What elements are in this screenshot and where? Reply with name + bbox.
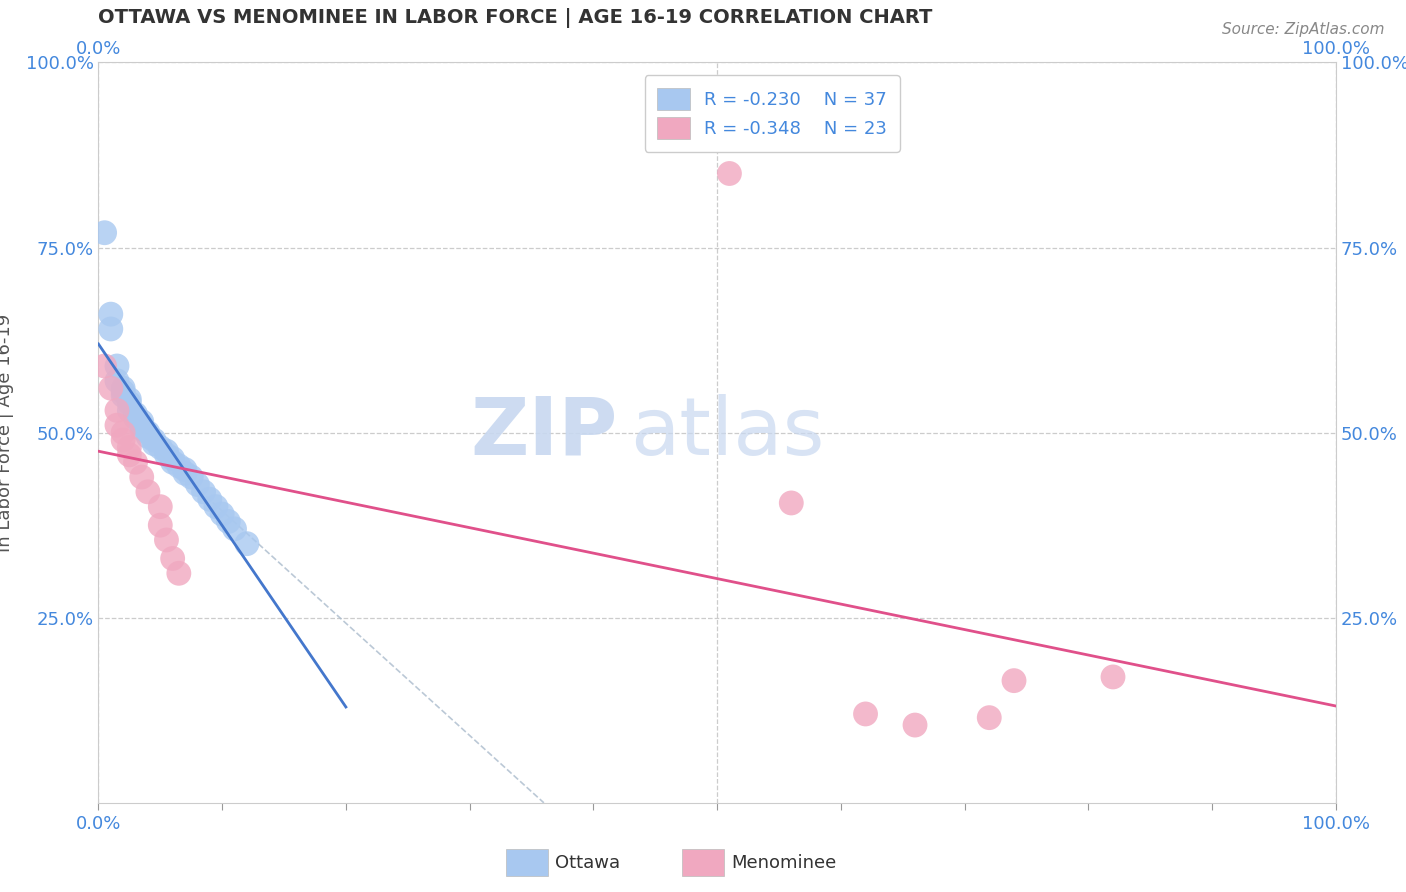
Point bbox=[149, 441, 172, 455]
Point bbox=[93, 359, 115, 373]
Point bbox=[979, 711, 1001, 725]
Point bbox=[224, 522, 246, 536]
Point bbox=[105, 418, 128, 433]
Point bbox=[131, 418, 153, 433]
Point bbox=[118, 448, 141, 462]
Point bbox=[205, 500, 228, 514]
Point bbox=[131, 415, 153, 429]
Point bbox=[174, 467, 197, 481]
Point bbox=[162, 455, 184, 469]
Point bbox=[112, 381, 135, 395]
Text: Menominee: Menominee bbox=[731, 854, 837, 871]
Point bbox=[112, 433, 135, 447]
Text: ZIP: ZIP bbox=[471, 393, 619, 472]
Point bbox=[100, 307, 122, 321]
Point bbox=[780, 496, 803, 510]
Point bbox=[143, 433, 166, 447]
Point bbox=[149, 518, 172, 533]
Y-axis label: In Labor Force | Age 16-19: In Labor Force | Age 16-19 bbox=[0, 313, 14, 552]
Point bbox=[217, 515, 239, 529]
Point bbox=[155, 444, 177, 458]
Point bbox=[136, 484, 159, 499]
Point bbox=[118, 403, 141, 417]
Point bbox=[143, 436, 166, 450]
Point bbox=[112, 384, 135, 399]
Point bbox=[112, 388, 135, 402]
Point bbox=[1102, 670, 1125, 684]
Point bbox=[131, 422, 153, 436]
Point bbox=[105, 403, 128, 417]
Point bbox=[112, 425, 135, 440]
Point bbox=[105, 359, 128, 373]
Point bbox=[1002, 673, 1025, 688]
Point bbox=[155, 448, 177, 462]
Point bbox=[124, 455, 146, 469]
Text: Source: ZipAtlas.com: Source: ZipAtlas.com bbox=[1222, 22, 1385, 37]
Point bbox=[211, 507, 233, 521]
Point bbox=[167, 458, 190, 473]
Point bbox=[131, 470, 153, 484]
Point bbox=[118, 441, 141, 455]
Point bbox=[136, 425, 159, 440]
Point bbox=[193, 484, 215, 499]
Point bbox=[186, 477, 208, 491]
Point bbox=[718, 166, 741, 180]
Text: Ottawa: Ottawa bbox=[555, 854, 620, 871]
Point bbox=[855, 706, 877, 721]
Point bbox=[162, 451, 184, 466]
Text: atlas: atlas bbox=[630, 393, 825, 472]
Point bbox=[105, 374, 128, 388]
Point bbox=[118, 396, 141, 410]
Point bbox=[100, 381, 122, 395]
Point bbox=[124, 407, 146, 421]
Point bbox=[93, 226, 115, 240]
Point bbox=[198, 492, 221, 507]
Text: OTTAWA VS MENOMINEE IN LABOR FORCE | AGE 16-19 CORRELATION CHART: OTTAWA VS MENOMINEE IN LABOR FORCE | AGE… bbox=[98, 8, 932, 28]
Point bbox=[236, 536, 259, 550]
Point bbox=[167, 566, 190, 581]
Point bbox=[155, 533, 177, 547]
Point bbox=[162, 551, 184, 566]
Point bbox=[180, 470, 202, 484]
Point bbox=[118, 392, 141, 407]
Point bbox=[149, 500, 172, 514]
Legend: R = -0.230    N = 37, R = -0.348    N = 23: R = -0.230 N = 37, R = -0.348 N = 23 bbox=[645, 75, 900, 152]
Point bbox=[124, 410, 146, 425]
Point bbox=[904, 718, 927, 732]
Point bbox=[136, 429, 159, 443]
Point bbox=[174, 462, 197, 476]
Point bbox=[100, 322, 122, 336]
